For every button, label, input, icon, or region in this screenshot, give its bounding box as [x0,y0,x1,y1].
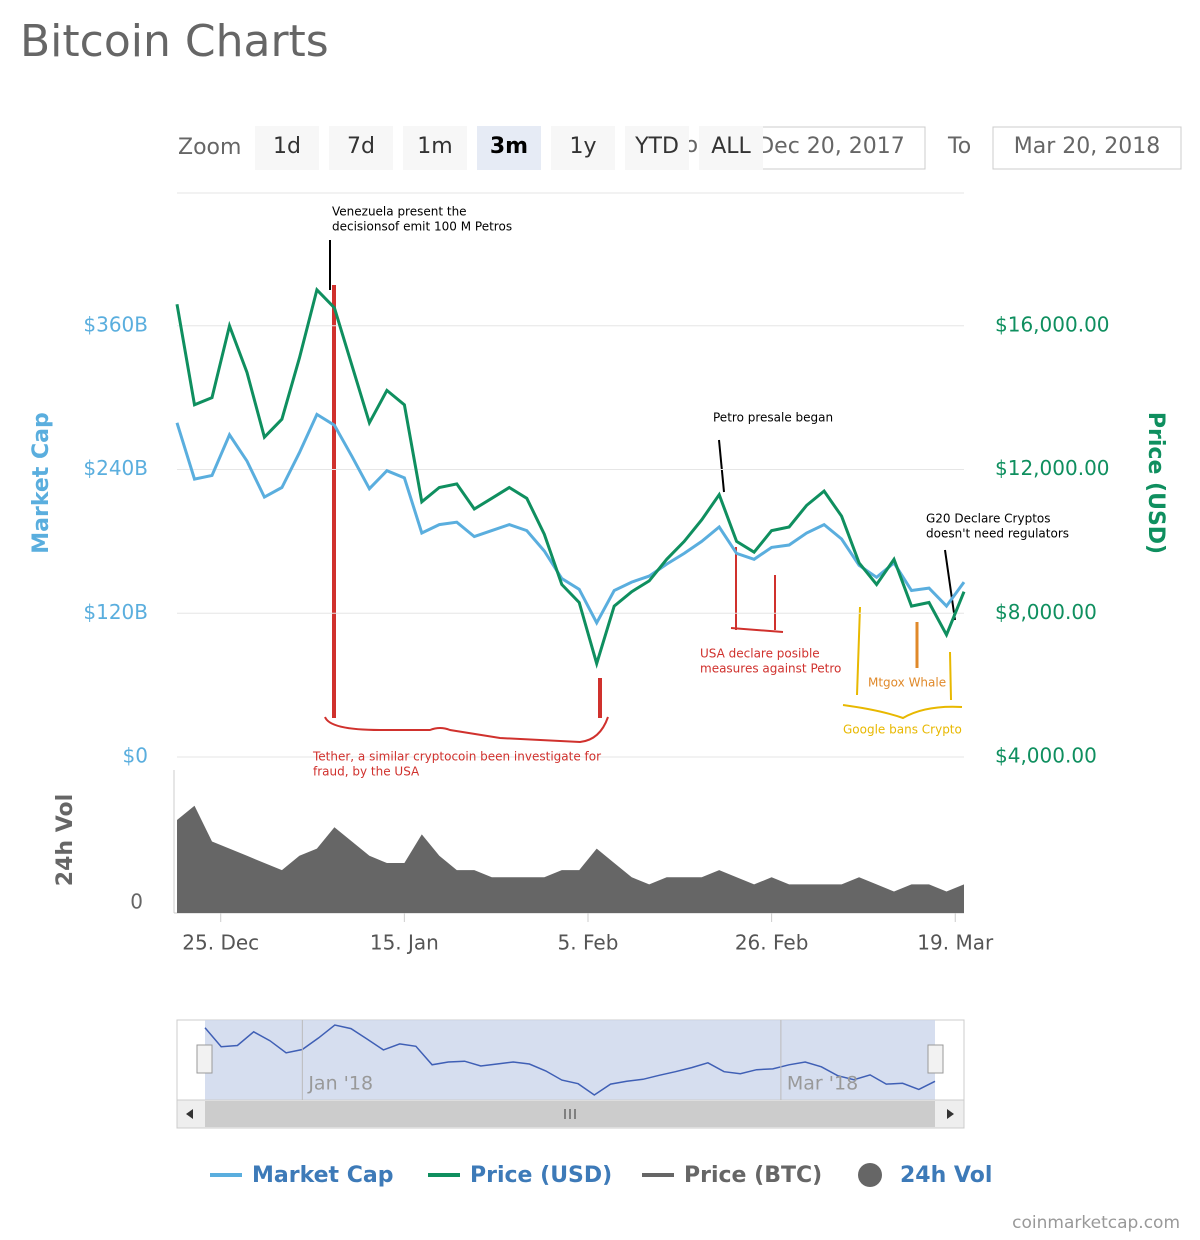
zoom-button-label[interactable]: 1y [569,134,596,159]
marker [718,439,725,493]
zoom-button[interactable] [477,126,541,170]
annotation: G20 Declare Cryptos [926,512,1051,526]
legend-label[interactable]: 24h Vol [900,1163,992,1188]
credit: coinmarketcap.com [1012,1213,1180,1233]
annotation: Tether, a similar cryptocoin been invest… [312,750,601,764]
y-axis-label: Market Cap [29,412,54,553]
annotation: Google bans Crypto [843,723,962,737]
zoom-label: Zoom [178,135,241,160]
vol-axis-label: 24h Vol [53,794,78,886]
zoom-button-label[interactable]: 3m [490,134,528,159]
y2-tick-label: $16,000.00 [995,312,1110,336]
zoom-button-label[interactable]: 1d [273,134,301,159]
navigator-label: Jan '18 [307,1073,373,1095]
annotation: Petro presale began [713,411,833,425]
annotation: measures against Petro [700,662,841,676]
zoom-button[interactable] [403,126,467,170]
to-input[interactable] [992,126,1182,170]
scroll-grip [564,1109,576,1119]
zoom-button-label[interactable]: ALL [711,134,751,159]
legend-label[interactable]: Market Cap [252,1163,393,1188]
bracket [730,547,784,633]
to-value[interactable]: Mar 20, 2018 [1014,134,1160,159]
annotation: USA declare posible [700,647,820,661]
annotation: Venezuela present the [332,205,467,219]
zoom-button[interactable] [329,126,393,170]
y2-axis-label: Price (USD) [1143,412,1168,554]
navigator-line [204,1024,936,1096]
annotation: fraud, by the USA [313,765,420,779]
legend-label[interactable]: Price (USD) [470,1163,612,1188]
x-tick-label: 19. Mar [917,931,994,955]
series-line [175,412,966,626]
y-tick-label: $240B [83,456,148,480]
zoom-button[interactable] [551,126,615,170]
annotation: doesn't need regulators [926,527,1069,541]
legend-label[interactable]: Price (BTC) [684,1163,822,1188]
x-tick-label: 26. Feb [735,931,809,955]
zoom-button-label[interactable]: YTD [634,134,679,159]
navigator-selection[interactable] [205,1020,935,1100]
series-line [175,286,966,669]
zoom-button-label[interactable]: 1m [417,134,452,159]
legend-swatch[interactable] [858,1163,882,1187]
navigator-label: Mar '18 [787,1073,858,1095]
x-tick-label: 25. Dec [182,931,259,955]
zoom-button[interactable] [699,126,763,170]
y2-tick-label: $4,000.00 [995,744,1097,768]
volume-area [177,805,964,913]
navigator-handle[interactable] [196,1044,213,1074]
from-value[interactable]: Dec 20, 2017 [757,134,905,159]
navigator-handle[interactable] [927,1044,944,1074]
bracket [842,606,963,720]
page-title: Bitcoin Charts [20,16,329,67]
x-tick-label: 5. Feb [558,931,619,955]
zoom-button[interactable] [625,126,689,170]
y2-tick-label: $12,000.00 [995,456,1110,480]
to-label: To [947,134,971,159]
annotation: decisionsof emit 100 M Petros [332,220,512,234]
annotation: Mtgox Whale [868,676,946,690]
zoom-button[interactable] [255,126,319,170]
annotation-marks [324,240,963,744]
zoom-button-label[interactable]: 7d [347,134,375,159]
marker [944,549,956,621]
x-tick-label: 15. Jan [370,931,439,955]
vol-tick-label: 0 [130,890,143,914]
y-tick-label: $360B [83,312,148,336]
y-tick-label: $0 [123,744,148,768]
from-input[interactable] [736,126,926,170]
y-tick-label: $120B [83,600,148,624]
y2-tick-label: $8,000.00 [995,600,1097,624]
bracket [324,716,609,744]
